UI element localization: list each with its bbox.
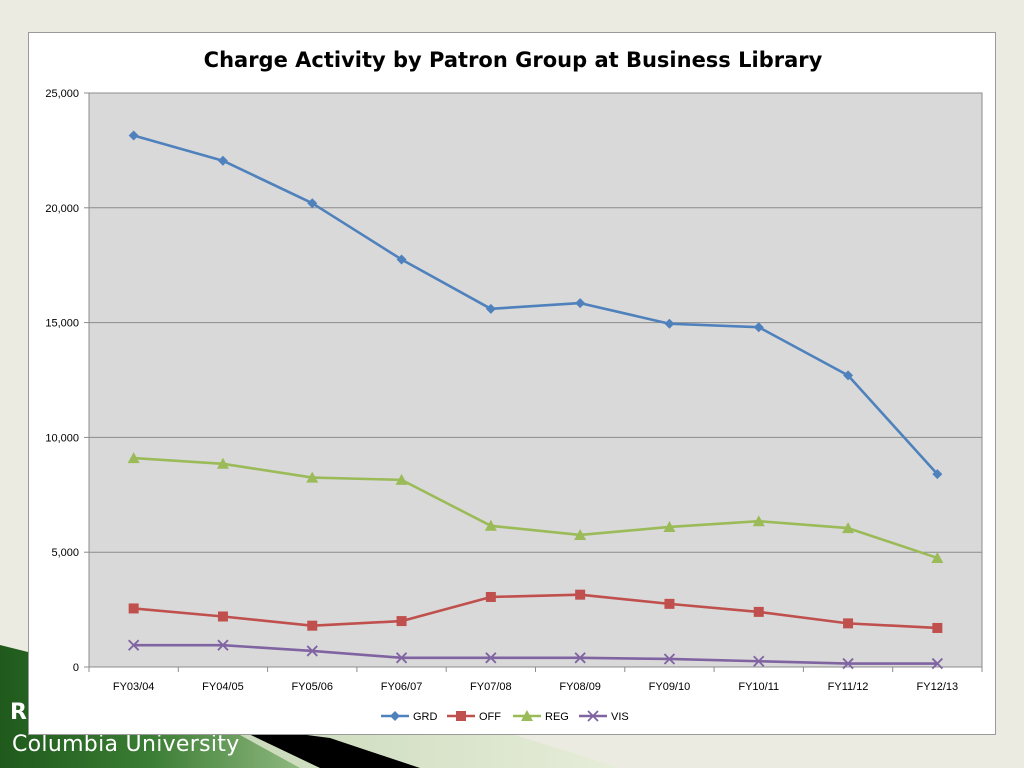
x-tick-label: FY12/13 [917, 681, 959, 693]
y-tick-label: 25,000 [45, 88, 79, 100]
data-point-vis [842, 657, 854, 670]
legend-marker-grd [390, 711, 400, 721]
x-axis-ticks: FY03/04 FY04/05 FY05/06 FY06/07 FY07/08 FY08/… [88, 667, 983, 693]
data-point-reg [216, 457, 229, 469]
x-tick-label: FY03/04 [113, 681, 155, 693]
data-point-vis [931, 657, 943, 670]
x-tick-label: FY09/10 [649, 681, 691, 693]
data-point-off [485, 591, 496, 602]
data-point-off [128, 603, 139, 614]
series-line-reg [133, 456, 938, 560]
series-line-grd [133, 134, 939, 476]
data-point-reg [127, 452, 140, 464]
data-point-off [932, 622, 943, 633]
data-point-reg [306, 471, 319, 483]
legend-item-reg: REG [513, 710, 569, 723]
data-point-grd [575, 298, 586, 309]
y-axis-ticks: 0 5,000 10,000 15,000 20,000 25,000 [45, 88, 89, 674]
data-point-vis [306, 645, 318, 657]
data-point-grd [753, 322, 764, 333]
x-tick-label: FY11/12 [828, 681, 869, 693]
series-group [127, 130, 944, 670]
legend-marker-off [456, 711, 466, 721]
y-tick-label: 0 [73, 662, 79, 674]
legend-label: VIS [611, 711, 629, 723]
legend-item-grd: GRD [381, 711, 438, 723]
x-tick-label: FY07/08 [470, 681, 512, 693]
footer-university-name: Columbia University [12, 732, 240, 757]
legend-item-vis: VIS [579, 710, 629, 723]
data-point-vis [128, 639, 140, 651]
x-tick-label: FY08/09 [559, 681, 601, 693]
series-line-vis [133, 643, 938, 665]
footer-partial-title: R [10, 700, 27, 725]
plot-area [88, 92, 983, 668]
data-point-off [753, 606, 764, 617]
x-tick-label: FY06/07 [381, 681, 423, 693]
legend-marker-reg [521, 710, 533, 721]
legend-label: REG [545, 711, 569, 723]
data-point-grd [307, 198, 318, 209]
y-tick-label: 5,000 [51, 547, 79, 559]
gridlines [89, 207, 982, 553]
data-point-grd [932, 469, 943, 480]
series-line-off [133, 593, 938, 630]
data-point-vis [753, 655, 765, 667]
data-point-grd [843, 370, 854, 381]
line-chart: Charge Activity by Patron Group at Busin… [45, 48, 983, 723]
data-point-vis [395, 652, 408, 664]
data-point-vis [485, 652, 497, 664]
legend-label: OFF [479, 711, 501, 723]
legend: GRD OFF REG VIS [381, 710, 629, 723]
data-point-reg [842, 522, 855, 534]
series-off [128, 589, 943, 633]
data-point-reg [484, 519, 497, 531]
data-point-off [843, 618, 854, 629]
chart-card: Charge Activity by Patron Group at Busin… [28, 32, 996, 735]
data-point-off [217, 611, 228, 622]
data-point-off [396, 616, 407, 627]
data-point-grd [396, 254, 407, 265]
data-point-reg [663, 520, 676, 532]
data-point-vis [574, 652, 586, 664]
data-point-vis [663, 653, 676, 665]
series-reg [127, 452, 944, 563]
series-grd [128, 130, 943, 480]
x-tick-label: FY05/06 [291, 681, 333, 693]
data-point-grd [664, 318, 675, 329]
data-point-vis [217, 639, 229, 651]
series-vis [128, 639, 943, 670]
legend-item-off: OFF [447, 711, 501, 723]
data-point-grd [485, 303, 496, 314]
data-point-off [575, 589, 586, 600]
data-point-off [307, 620, 318, 631]
y-tick-label: 20,000 [45, 203, 79, 215]
footer-black-stripe [230, 725, 420, 768]
data-point-grd [217, 155, 228, 166]
chart-title: Charge Activity by Patron Group at Busin… [204, 48, 823, 72]
y-tick-label: 10,000 [45, 432, 79, 444]
legend-label: GRD [413, 711, 438, 723]
data-point-reg [395, 473, 408, 485]
legend-marker-vis [587, 710, 599, 722]
data-point-reg [574, 528, 587, 540]
x-tick-label: FY10/11 [738, 681, 779, 693]
data-point-reg [931, 551, 944, 563]
x-tick-label: FY04/05 [202, 681, 244, 693]
data-point-grd [128, 130, 139, 141]
data-point-reg [752, 515, 765, 527]
data-point-off [664, 598, 675, 609]
y-tick-label: 15,000 [45, 318, 79, 330]
